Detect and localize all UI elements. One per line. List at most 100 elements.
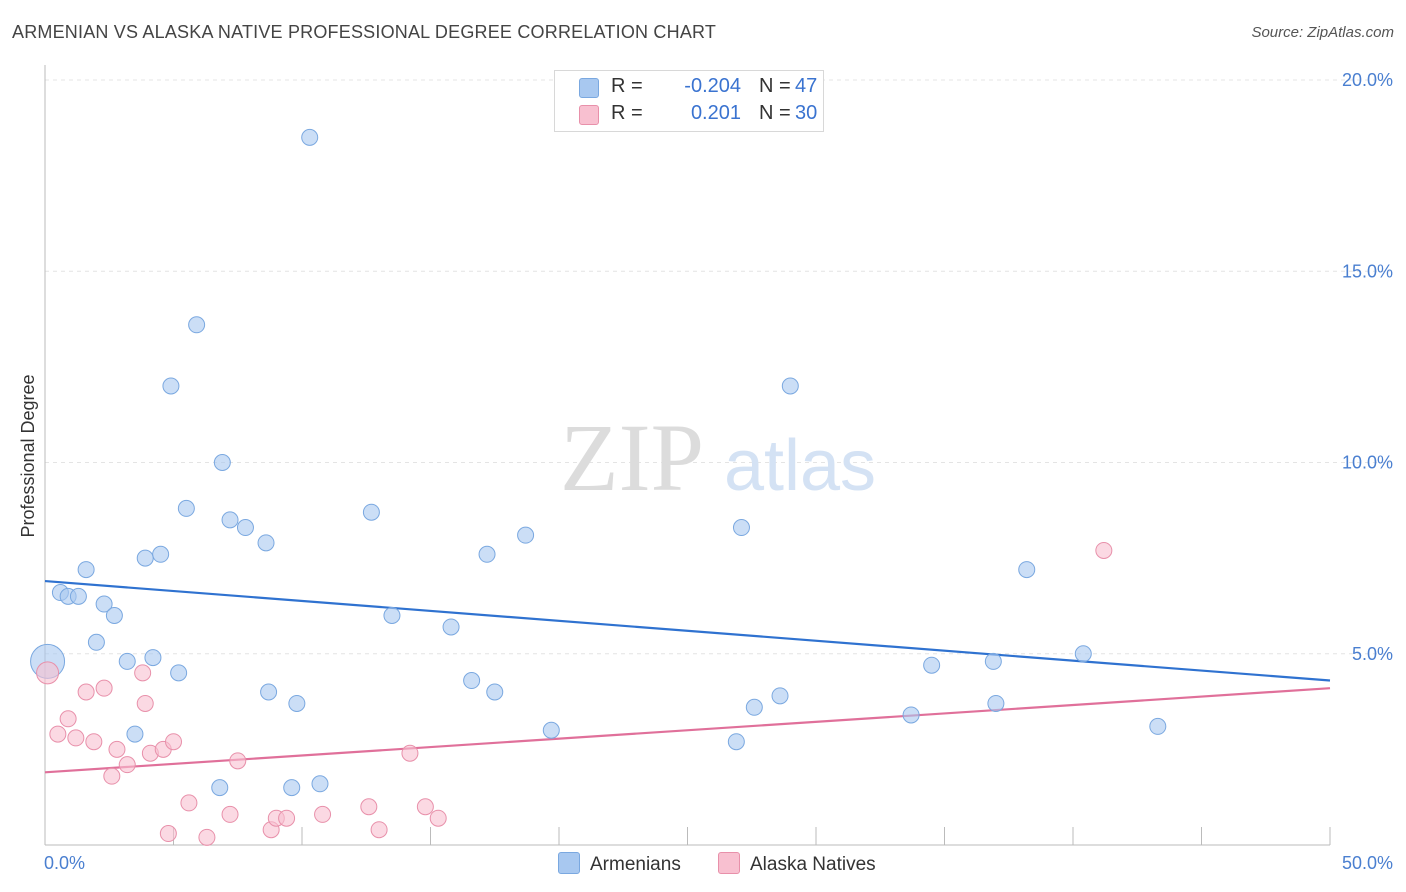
point-armenians (311, 775, 329, 793)
point-armenians (260, 683, 278, 701)
point-armenians (984, 652, 1002, 670)
legend-r-label: R = (611, 102, 643, 124)
point-armenians (517, 526, 535, 544)
point-alaska-natives (95, 679, 113, 697)
point-armenians (288, 694, 306, 712)
point-armenians (170, 664, 188, 682)
point-alaska-natives (59, 710, 77, 728)
x-tick-label: 50.0% (1342, 853, 1393, 873)
legend-n-value: 30 (795, 102, 818, 124)
point-alaska-natives (429, 809, 447, 827)
point-alaska-natives (159, 825, 177, 843)
point-armenians (213, 454, 231, 471)
point-alaska-natives (118, 756, 136, 774)
point-armenians (162, 377, 180, 395)
legend-r-value: 0.201 (690, 102, 741, 124)
point-armenians (771, 687, 789, 705)
point-armenians (136, 549, 154, 567)
point-armenians (188, 316, 206, 334)
point-alaska-natives (401, 744, 419, 762)
point-alaska-natives (67, 729, 85, 747)
point-armenians (257, 534, 275, 552)
point-alaska-natives (229, 752, 247, 770)
point-armenians (87, 633, 105, 651)
point-alaska-natives (77, 683, 95, 701)
legend-n-value: 47 (795, 75, 818, 97)
point-armenians (463, 672, 481, 690)
point-armenians (732, 519, 750, 537)
chart-source: Source: ZipAtlas.com (1251, 24, 1394, 41)
axes (44, 65, 1331, 846)
x-tick-label: 0.0% (44, 853, 85, 873)
y-tick-label: 5.0% (1352, 644, 1393, 664)
legend-label-armenians: Armenians (590, 854, 681, 875)
point-armenians (987, 694, 1005, 712)
point-alaska-natives (314, 805, 332, 823)
point-armenians (727, 733, 745, 751)
point-armenians (77, 561, 95, 579)
point-alaska-natives (1095, 541, 1113, 559)
legend-swatch-alaska-natives (718, 852, 740, 874)
legend-n-label: N = (759, 102, 791, 124)
point-armenians (542, 721, 560, 739)
point-alaska-natives (198, 828, 216, 846)
point-alaska-natives (180, 794, 198, 812)
point-armenians (144, 649, 162, 667)
point-armenians (383, 607, 401, 624)
point-alaska-natives (136, 694, 154, 712)
point-armenians (781, 377, 799, 395)
y-axis-label: Professional Degree (18, 374, 38, 537)
chart-title: ARMENIAN VS ALASKA NATIVE PROFESSIONAL D… (12, 22, 717, 42)
y-tick-label: 20.0% (1342, 70, 1393, 90)
point-armenians (902, 706, 920, 724)
point-alaska-natives (278, 809, 296, 827)
point-alaska-natives (221, 805, 239, 823)
point-alaska-natives (134, 664, 152, 682)
point-armenians (362, 503, 380, 521)
point-armenians (478, 545, 496, 563)
point-alaska-natives (370, 821, 388, 839)
point-armenians (211, 779, 229, 797)
point-armenians (152, 545, 170, 563)
point-armenians (486, 683, 504, 701)
point-armenians (745, 698, 763, 716)
point-armenians (221, 511, 239, 529)
watermark-zip: ZIP (560, 404, 704, 511)
point-armenians (301, 128, 319, 146)
point-alaska-natives (165, 733, 182, 751)
trend-line-armenians (44, 579, 1331, 682)
point-armenians (69, 587, 87, 605)
trend-line-alaska-natives (44, 687, 1331, 774)
legend-r-value: -0.204 (684, 75, 741, 97)
point-armenians (236, 519, 254, 537)
point-armenians (283, 779, 301, 797)
point-alaska-natives (360, 798, 378, 816)
point-armenians (126, 725, 144, 743)
legend-swatch-armenians (558, 852, 580, 874)
legend-item-armenians[interactable]: Armenians (558, 852, 681, 876)
point-alaska-natives (103, 767, 121, 785)
legend-label-alaska-natives: Alaska Natives (750, 854, 876, 875)
legend-swatch-armenians (579, 78, 599, 98)
point-armenians (1018, 561, 1036, 579)
point-alaska-natives (108, 740, 126, 758)
stats-legend: R = -0.204 N = 47 R = 0.201 N = 30 (554, 70, 824, 132)
point-armenians (118, 652, 136, 670)
point-armenians (923, 656, 941, 674)
watermark: ZIP atlas (560, 404, 876, 511)
legend-item-alaska-natives[interactable]: Alaska Natives (718, 852, 876, 876)
point-alaska-natives (49, 725, 67, 743)
legend-n-label: N = (759, 75, 791, 97)
point-armenians (1149, 717, 1167, 735)
point-alaska-natives (36, 661, 60, 685)
point-armenians (105, 607, 123, 624)
legend-swatch-alaska-natives (579, 105, 599, 125)
point-armenians (95, 595, 113, 613)
point-armenians (442, 618, 460, 636)
y-tick-label: 15.0% (1342, 261, 1393, 281)
gridlines (45, 79, 1390, 655)
data-points (30, 128, 1167, 846)
point-armenians (1074, 645, 1092, 663)
point-alaska-natives (85, 733, 103, 751)
